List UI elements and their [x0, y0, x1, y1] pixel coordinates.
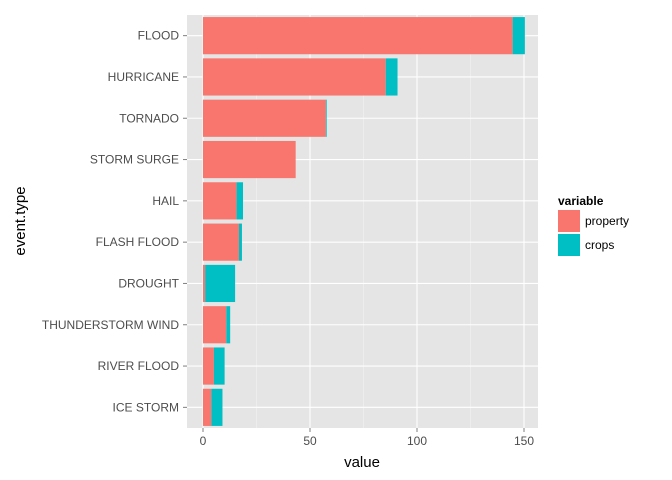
- y-axis-title: event.type: [12, 186, 29, 255]
- legend-title: variable: [558, 194, 604, 208]
- bar-property: [203, 306, 227, 344]
- bar-property: [203, 264, 206, 303]
- bar-property: [203, 99, 326, 137]
- bar-crops: [213, 347, 225, 385]
- y-tick-label: RIVER FLOOD: [98, 359, 180, 373]
- y-axis-ticks: FLOOD HURRICANE TORNADO STORM SURGE HAIL FLAS…: [42, 29, 187, 414]
- y-tick-label: DROUGHT: [118, 276, 179, 290]
- y-tick-label: TORNADO: [119, 111, 179, 125]
- bar-property: [203, 140, 296, 179]
- legend-label: crops: [585, 238, 614, 252]
- legend-key-property: [558, 210, 580, 232]
- x-tick-label: 150: [514, 434, 534, 448]
- bar-crops: [211, 388, 223, 426]
- bar-crops: [238, 223, 242, 261]
- bar-property: [203, 347, 214, 385]
- x-axis-title: value: [344, 454, 380, 471]
- bar-crops: [205, 264, 236, 303]
- bar-property: [203, 182, 237, 220]
- bar-property: [203, 388, 212, 426]
- bar-crops: [226, 306, 231, 344]
- legend-label: property: [585, 214, 629, 228]
- bars: [203, 17, 525, 426]
- y-tick-label: FLASH FLOOD: [96, 235, 180, 249]
- y-tick-label: HAIL: [152, 194, 179, 208]
- y-tick-label: ICE STORM: [113, 400, 179, 414]
- bar-crops: [512, 17, 525, 55]
- bar-property: [203, 58, 386, 96]
- legend-key-crops: [558, 234, 580, 256]
- bar-property: [203, 223, 239, 261]
- y-tick-label: FLOOD: [138, 29, 180, 43]
- x-axis-ticks: 0 50 100 150: [200, 428, 534, 448]
- legend: variable property crops: [558, 194, 629, 256]
- legend-items: property crops: [558, 210, 629, 256]
- x-tick-label: 0: [200, 434, 207, 448]
- bar-crops: [325, 99, 327, 137]
- bar-property: [203, 17, 513, 55]
- bar-crops: [385, 58, 398, 96]
- x-tick-label: 100: [407, 434, 427, 448]
- y-tick-label: STORM SURGE: [90, 153, 179, 167]
- y-tick-label: THUNDERSTORM WIND: [42, 318, 179, 332]
- y-tick-label: HURRICANE: [108, 70, 179, 84]
- x-tick-label: 50: [303, 434, 317, 448]
- bar-crops: [236, 182, 244, 220]
